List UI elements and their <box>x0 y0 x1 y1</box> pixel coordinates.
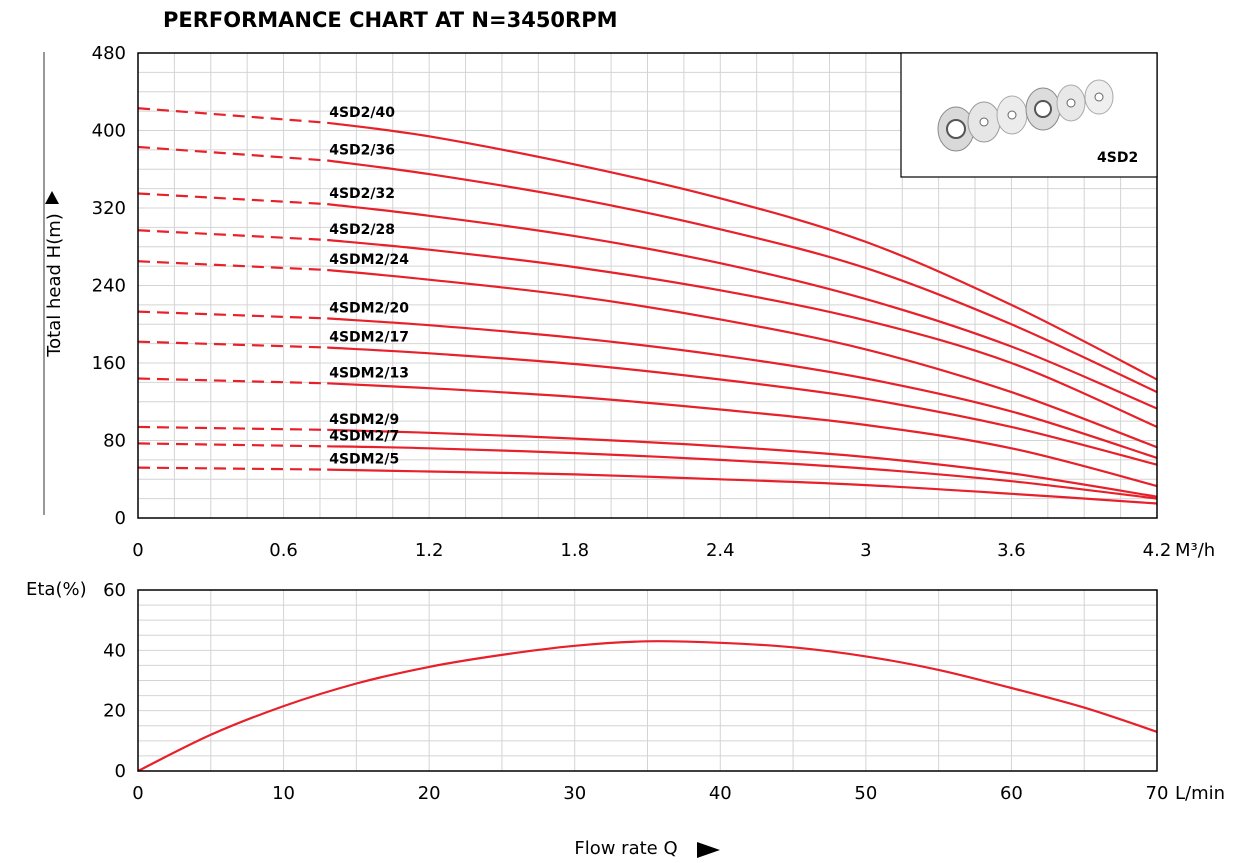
eta-x-tick-label: 60 <box>1000 783 1023 804</box>
impeller-parts-icon <box>937 79 1114 152</box>
series-dashed-segment <box>137 310 328 320</box>
series-label: 4SDM2/9 <box>329 412 399 428</box>
series-line <box>327 268 1158 449</box>
series-label: 4SDM2/24 <box>329 252 409 268</box>
series-dashed-segment <box>137 145 328 162</box>
series-line <box>327 468 1158 505</box>
head-y-tick-label: 480 <box>92 43 126 64</box>
x-axis-arrow-icon <box>697 842 720 858</box>
series-label: 4SDM2/5 <box>329 452 399 468</box>
eta-x-tick-label: 10 <box>272 783 295 804</box>
series-line <box>327 238 1158 428</box>
head-x-tick-label: 2.4 <box>706 540 735 561</box>
series-dashed-segment <box>137 107 328 124</box>
series-dashed-segment <box>137 260 328 272</box>
eta-x-tick-label: 40 <box>709 783 732 804</box>
eta-y-tick-label: 40 <box>103 640 126 661</box>
series-label: 4SD2/40 <box>329 105 395 121</box>
y-axis-arrow-icon <box>45 191 59 204</box>
y-axis-label: Total head H(m) <box>44 213 65 358</box>
head-x-tick-label: 1.8 <box>560 540 589 561</box>
series-line <box>327 346 1158 466</box>
series-label: 4SD2/32 <box>329 186 395 202</box>
x-axis-unit-bottom: L/min <box>1175 783 1225 804</box>
head-x-tick-label: 3.6 <box>997 540 1026 561</box>
pump-inset: 4SD2 <box>900 52 1158 178</box>
inset-label: 4SD2 <box>1097 150 1138 166</box>
eta-chart-grid <box>137 589 1158 772</box>
eta-axis-label: Eta(%) <box>26 579 87 600</box>
series-line <box>327 203 1158 410</box>
series-line <box>327 121 1158 381</box>
head-chart-ticks: 0 0.6 1.2 1.8 2.4 3 3.6 4.2 0 80 160 240 320 400 480 <box>92 43 1172 561</box>
series-line <box>327 317 1158 459</box>
eta-y-tick-label: 0 <box>115 761 126 782</box>
eta-x-tick-label: 30 <box>563 783 586 804</box>
eta-chart-series <box>137 640 1158 772</box>
head-x-tick-label: 0 <box>132 540 143 561</box>
head-y-tick-label: 0 <box>115 508 126 529</box>
series-label: 4SD2/36 <box>329 143 395 159</box>
series-line <box>327 159 1158 394</box>
eta-x-tick-label: 50 <box>854 783 877 804</box>
x-axis-unit-top: M³/h <box>1175 540 1215 561</box>
series-label: 4SDM2/7 <box>329 428 399 444</box>
eta-y-tick-label: 60 <box>103 580 126 601</box>
head-y-tick-label: 320 <box>92 198 126 219</box>
series-line <box>327 382 1158 488</box>
eta-chart-ticks: 0 10 20 30 40 50 60 70 0 20 40 60 <box>103 580 1168 804</box>
series-dashed-segment <box>137 425 328 431</box>
series-dashed-segment <box>137 229 328 242</box>
series-line <box>327 428 1158 498</box>
head-x-tick-label: 3 <box>860 540 871 561</box>
head-chart-frame <box>137 52 1158 519</box>
series-dashed-segment <box>137 442 328 448</box>
series-label: 4SDM2/17 <box>329 330 409 346</box>
series-dashed-segment <box>137 377 328 385</box>
eta-x-tick-label: 0 <box>132 783 143 804</box>
head-y-tick-label: 400 <box>92 121 126 142</box>
eta-chart-frame <box>137 589 1158 772</box>
head-chart-series <box>137 107 1158 505</box>
series-dashed-segment <box>137 340 328 349</box>
head-x-tick-label: 1.2 <box>415 540 444 561</box>
head-x-tick-label: 4.2 <box>1143 540 1172 561</box>
eta-series-line <box>137 640 1158 772</box>
chart-title: PERFORMANCE CHART AT N=3450RPM <box>163 8 618 32</box>
series-line <box>327 445 1158 500</box>
eta-x-tick-label: 20 <box>418 783 441 804</box>
head-y-tick-label: 80 <box>103 431 126 452</box>
series-label: 4SDM2/13 <box>329 365 409 381</box>
series-dashed-segment <box>137 192 328 206</box>
head-y-tick-label: 160 <box>92 353 126 374</box>
eta-y-tick-label: 20 <box>103 701 126 722</box>
eta-x-tick-label: 70 <box>1146 783 1169 804</box>
series-dashed-segment <box>137 466 328 471</box>
series-label: 4SD2/28 <box>329 222 395 238</box>
series-label: 4SDM2/20 <box>329 300 409 316</box>
head-chart-series-labels: 4SD2/40 4SD2/36 4SD2/32 4SD2/28 4SDM2/24 4SDM… <box>329 105 409 468</box>
x-axis-label: Flow rate Q <box>574 838 677 859</box>
head-y-tick-label: 240 <box>92 276 126 297</box>
head-x-tick-label: 0.6 <box>269 540 298 561</box>
head-chart-grid <box>137 52 1158 519</box>
